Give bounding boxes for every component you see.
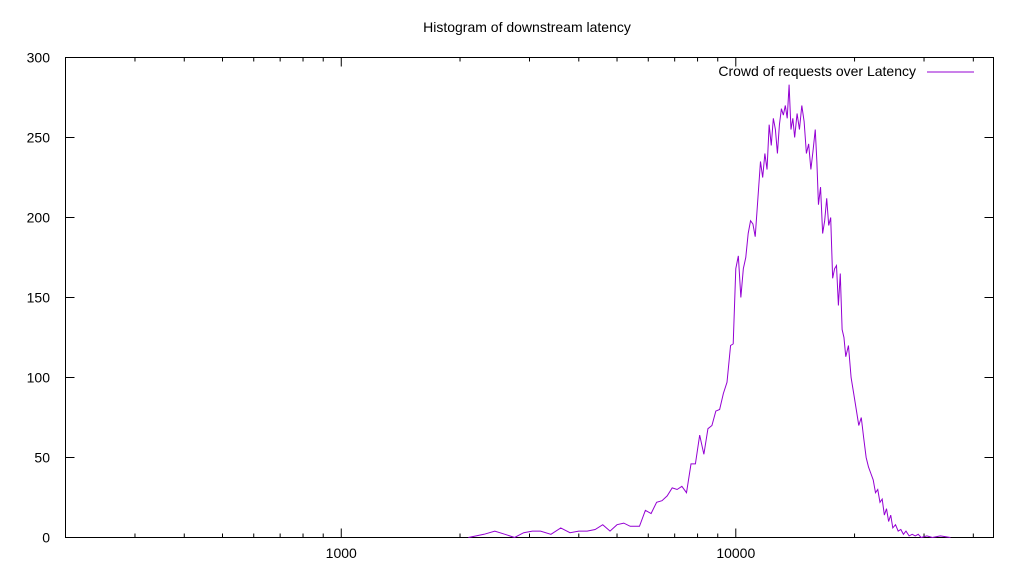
plot-frame [65, 57, 994, 538]
y-tick-label: 300 [27, 50, 51, 66]
plot-area: 0 50 100 150 200 250 300 1000 10000 [27, 50, 994, 561]
chart-title: Histogram of downstream latency [423, 19, 631, 35]
y-tick-label: 200 [27, 210, 51, 226]
x-tick-label: 1000 [326, 545, 357, 561]
series-line [468, 84, 951, 539]
y-tick-label: 150 [27, 290, 51, 306]
axis-ticks: 0 50 100 150 200 250 300 1000 10000 [27, 50, 994, 561]
y-tick-label: 50 [34, 450, 50, 466]
legend-label: Crowd of requests over Latency [718, 63, 916, 79]
y-tick-label: 250 [27, 130, 51, 146]
y-tick-label: 0 [42, 530, 50, 546]
series-layer [468, 84, 951, 539]
legend: Crowd of requests over Latency [718, 63, 974, 79]
y-tick-label: 100 [27, 370, 51, 386]
x-tick-label: 10000 [716, 545, 755, 561]
